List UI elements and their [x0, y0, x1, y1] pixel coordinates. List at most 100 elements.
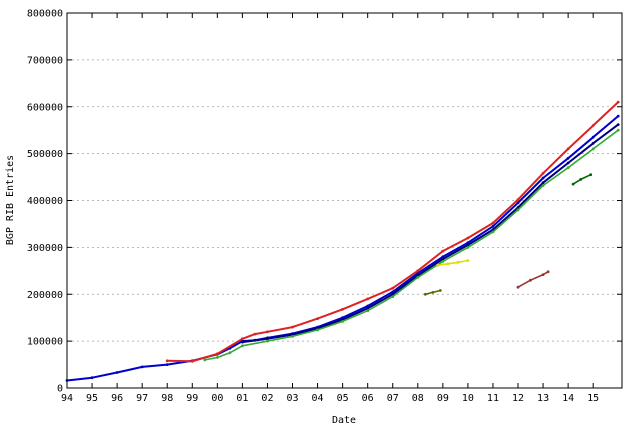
data-point: [423, 292, 427, 296]
data-point: [266, 337, 269, 341]
y-axis: 0 100000 200000 300000 400000 500000 600000 700…: [27, 9, 622, 395]
data-point: [165, 359, 169, 363]
data-point: [591, 147, 595, 151]
data-point: [566, 147, 570, 151]
data-point: [366, 309, 370, 313]
data-point: [441, 257, 445, 261]
data-point: [466, 236, 470, 240]
data-point: [541, 181, 545, 185]
series-line: [437, 259, 469, 266]
series-5: [516, 270, 550, 289]
series-line: [167, 101, 619, 363]
data-point: [591, 135, 595, 139]
data-point: [391, 286, 395, 290]
data-point: [366, 297, 370, 301]
x-tick-label: 97: [136, 393, 148, 404]
y-tick-label: 500000: [27, 149, 63, 160]
x-tick-label: 10: [462, 393, 474, 404]
data-point: [316, 317, 319, 320]
x-tick-label: 12: [512, 393, 524, 404]
data-point: [566, 161, 570, 165]
x-tick-label: 95: [86, 393, 98, 404]
series-line: [242, 123, 619, 344]
series-line: [204, 129, 619, 361]
series-0: [65, 114, 620, 382]
x-tick-label: 11: [487, 393, 499, 404]
data-point: [266, 339, 269, 343]
x-tick-label: 06: [362, 393, 374, 404]
x-tick-label: 98: [161, 393, 173, 404]
x-tick-label: 02: [261, 393, 273, 404]
data-point: [253, 332, 257, 336]
data-layer: [65, 100, 620, 382]
data-point: [616, 114, 620, 118]
data-point: [215, 356, 219, 359]
data-point: [441, 260, 445, 263]
data-point: [456, 261, 460, 264]
y-tick-label: 600000: [27, 102, 63, 113]
data-point: [616, 123, 620, 126]
data-point: [441, 255, 445, 259]
data-point: [516, 208, 520, 212]
data-point: [366, 304, 370, 308]
data-point: [291, 335, 294, 338]
y-tick-label: 800000: [27, 9, 63, 20]
data-point: [291, 325, 294, 329]
data-point: [491, 221, 495, 225]
data-point: [341, 320, 344, 323]
data-point: [571, 182, 575, 186]
data-point: [541, 171, 545, 175]
x-tick-label: 15: [587, 393, 599, 404]
data-point: [341, 307, 344, 311]
y-tick-label: 700000: [27, 55, 63, 66]
series-4: [436, 259, 470, 267]
x-tick-label: 99: [186, 393, 198, 404]
x-tick-label: 96: [111, 393, 123, 404]
data-point: [516, 201, 520, 205]
data-point: [446, 262, 450, 266]
data-point: [391, 295, 395, 298]
x-tick-label: 94: [61, 393, 73, 404]
data-point: [466, 243, 470, 247]
data-point: [529, 278, 532, 282]
x-tick-label: 00: [211, 393, 223, 404]
y-tick-label: 300000: [27, 243, 63, 254]
data-point: [115, 371, 119, 374]
data-point: [541, 184, 545, 187]
grid-lines: [67, 59, 622, 342]
x-tick-label: 05: [337, 393, 349, 404]
data-point: [441, 249, 445, 253]
data-point: [546, 270, 550, 274]
x-axis-title: Date: [332, 415, 356, 426]
series-7: [423, 289, 442, 296]
series-2: [165, 100, 620, 363]
data-point: [241, 340, 244, 344]
data-point: [616, 100, 620, 104]
x-tick-label: 13: [537, 393, 549, 404]
x-tick-label: 09: [437, 393, 449, 404]
data-point: [416, 276, 420, 279]
y-tick-label: 400000: [27, 196, 63, 207]
data-point: [203, 358, 207, 362]
data-point: [491, 224, 495, 228]
data-point: [140, 365, 144, 369]
y-tick-label: 200000: [27, 290, 63, 301]
data-point: [516, 198, 520, 202]
y-axis-title: BGP RIB Entries: [5, 155, 16, 245]
data-point: [566, 156, 570, 160]
data-point: [416, 269, 420, 273]
x-tick-label: 08: [412, 393, 424, 404]
data-point: [266, 330, 269, 334]
data-point: [228, 351, 232, 355]
data-point: [436, 263, 440, 267]
data-point: [391, 292, 395, 296]
y-tick-label: 100000: [27, 337, 63, 348]
y-tick-label: 0: [57, 384, 63, 395]
data-point: [466, 246, 470, 249]
data-point: [616, 128, 620, 132]
data-point: [591, 141, 595, 145]
data-point: [491, 230, 495, 234]
data-point: [466, 259, 470, 262]
data-point: [589, 173, 593, 177]
data-point: [516, 285, 520, 289]
